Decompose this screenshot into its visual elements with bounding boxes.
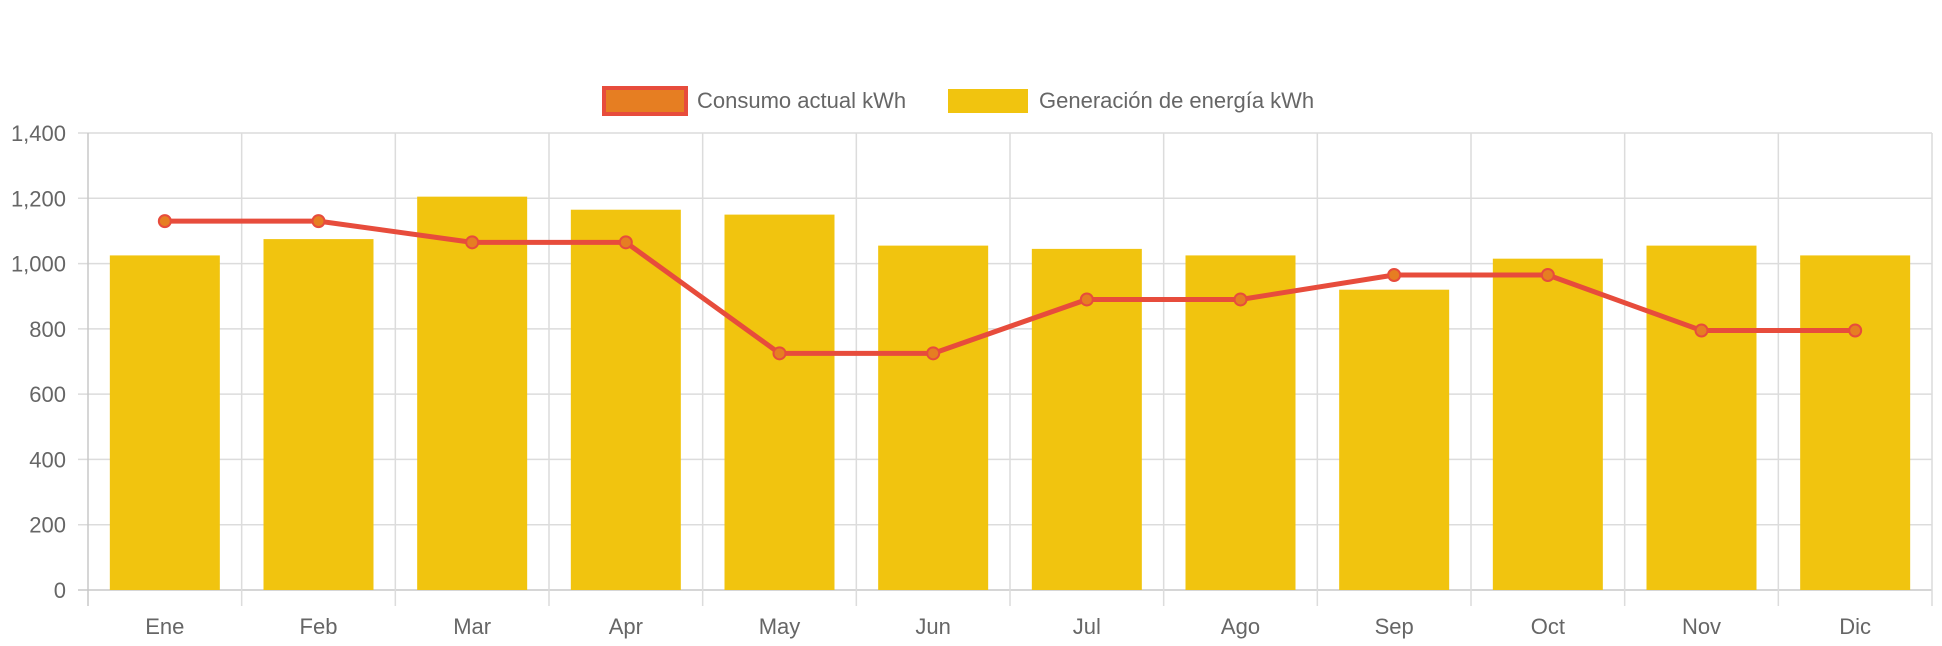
point-consumo-jul[interactable] — [1079, 292, 1094, 307]
y-tick-label: 1,400 — [11, 121, 66, 146]
bar-generacion-ene[interactable] — [109, 255, 220, 591]
legend-label-generacion: Generación de energía kWh — [1039, 88, 1314, 113]
bar-generacion-nov[interactable] — [1646, 245, 1757, 590]
legend-swatch-generacion — [948, 89, 1028, 113]
x-tick-label: Mar — [453, 614, 491, 639]
bar-layer — [109, 196, 1911, 591]
line-layer — [157, 214, 1863, 361]
point-consumo-oct[interactable] — [1540, 267, 1555, 282]
bar-generacion-jun[interactable] — [878, 245, 989, 590]
y-tick-label: 200 — [29, 513, 66, 538]
bar-generacion-ago[interactable] — [1185, 255, 1296, 591]
y-tick-label: 1,200 — [11, 186, 66, 211]
x-tick-label: Ene — [145, 614, 184, 639]
x-tick-label: Dic — [1839, 614, 1871, 639]
x-tick-label: Jun — [915, 614, 950, 639]
y-tick-label: 800 — [29, 317, 66, 342]
x-tick-label: Feb — [300, 614, 338, 639]
x-tick-label: Ago — [1221, 614, 1260, 639]
point-consumo-sep[interactable] — [1387, 267, 1402, 282]
point-consumo-apr[interactable] — [618, 235, 633, 250]
point-consumo-jun[interactable] — [926, 346, 941, 361]
x-tick-label: Nov — [1682, 614, 1721, 639]
point-consumo-ene[interactable] — [157, 214, 172, 229]
x-tick-label: May — [759, 614, 801, 639]
y-tick-label: 0 — [54, 578, 66, 603]
point-consumo-feb[interactable] — [311, 214, 326, 229]
legend-item-generacion[interactable]: Generación de energía kWh — [948, 88, 1314, 113]
point-consumo-dic[interactable] — [1848, 323, 1863, 338]
x-tick-label: Jul — [1073, 614, 1101, 639]
legend[interactable]: Consumo actual kWh Generación de energía… — [602, 86, 1314, 116]
legend-item-consumo[interactable]: Consumo actual kWh — [602, 86, 906, 116]
point-consumo-may[interactable] — [772, 346, 787, 361]
bar-generacion-feb[interactable] — [263, 239, 374, 590]
y-tick-label: 400 — [29, 447, 66, 472]
bar-generacion-oct[interactable] — [1492, 258, 1603, 590]
bar-generacion-mar[interactable] — [417, 196, 528, 590]
x-tick-label: Oct — [1531, 614, 1565, 639]
line-consumo — [162, 218, 1858, 356]
bar-generacion-apr[interactable] — [570, 209, 681, 591]
y-tick-label: 600 — [29, 382, 66, 407]
point-consumo-ago[interactable] — [1233, 292, 1248, 307]
bar-generacion-sep[interactable] — [1339, 289, 1450, 590]
point-consumo-mar[interactable] — [465, 235, 480, 250]
legend-label-consumo: Consumo actual kWh — [697, 88, 906, 113]
y-tick-label: 1,000 — [11, 252, 66, 277]
point-consumo-nov[interactable] — [1694, 323, 1709, 338]
x-tick-label: Sep — [1375, 614, 1414, 639]
bar-generacion-dic[interactable] — [1800, 255, 1911, 591]
axis-layer: 0 200 400 600 800 1,000 1,200 1,400 Ene Feb Mar Apr… — [11, 121, 1871, 639]
x-tick-label: Apr — [609, 614, 643, 639]
bar-generacion-may[interactable] — [724, 214, 835, 590]
legend-swatch-consumo — [602, 86, 688, 116]
